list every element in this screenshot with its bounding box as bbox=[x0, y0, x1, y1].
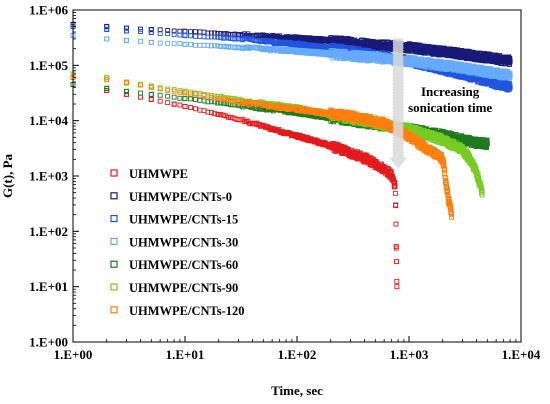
data-point bbox=[165, 31, 171, 37]
data-point bbox=[137, 29, 143, 34]
data-point bbox=[391, 178, 397, 184]
data-point bbox=[393, 221, 399, 227]
data-point bbox=[165, 28, 171, 34]
data-point bbox=[205, 34, 211, 40]
data-point bbox=[507, 58, 513, 64]
data-point bbox=[220, 35, 226, 41]
data-point bbox=[193, 106, 198, 112]
data-point bbox=[171, 31, 177, 37]
data-point bbox=[377, 163, 383, 169]
data-point bbox=[104, 24, 110, 30]
data-point bbox=[212, 34, 218, 40]
data-point bbox=[215, 34, 221, 40]
data-point bbox=[208, 34, 214, 40]
data-point bbox=[389, 173, 395, 179]
data-point bbox=[220, 112, 226, 118]
data-point bbox=[165, 100, 171, 106]
data-point bbox=[182, 104, 188, 109]
data-point bbox=[171, 101, 177, 107]
data-point bbox=[393, 202, 399, 208]
data-point bbox=[393, 245, 399, 251]
data-point bbox=[157, 98, 163, 104]
data-point bbox=[208, 110, 214, 116]
data-point bbox=[394, 284, 400, 290]
data-point bbox=[283, 130, 289, 136]
data-point bbox=[361, 155, 367, 161]
data-point bbox=[394, 278, 400, 284]
data-point bbox=[193, 33, 198, 39]
data-point bbox=[394, 259, 399, 265]
data-point bbox=[123, 91, 129, 97]
series-uhmwpe bbox=[104, 87, 400, 290]
data-point bbox=[385, 169, 391, 175]
data-point bbox=[216, 111, 222, 117]
data-point bbox=[314, 139, 320, 144]
data-point bbox=[406, 45, 412, 50]
data-point bbox=[148, 97, 154, 103]
data-point bbox=[177, 102, 183, 108]
data-point bbox=[223, 113, 229, 119]
data-point bbox=[294, 35, 300, 41]
data-point bbox=[223, 35, 229, 41]
data-point bbox=[507, 55, 513, 61]
data-point bbox=[218, 35, 224, 40]
data-point bbox=[177, 32, 183, 38]
data-point bbox=[392, 183, 398, 189]
data-point bbox=[157, 30, 163, 36]
data-point bbox=[249, 120, 255, 126]
data-point bbox=[392, 190, 398, 196]
data-point bbox=[188, 105, 193, 110]
data-point bbox=[347, 39, 353, 45]
data-point bbox=[123, 25, 129, 31]
data-point bbox=[205, 109, 211, 115]
data-point bbox=[188, 33, 193, 39]
data-point bbox=[339, 147, 345, 153]
data-point bbox=[459, 51, 465, 57]
data-point bbox=[390, 176, 396, 181]
data-point bbox=[223, 31, 229, 36]
data-point bbox=[171, 28, 177, 34]
data-point bbox=[193, 29, 198, 35]
data-point bbox=[148, 27, 154, 33]
